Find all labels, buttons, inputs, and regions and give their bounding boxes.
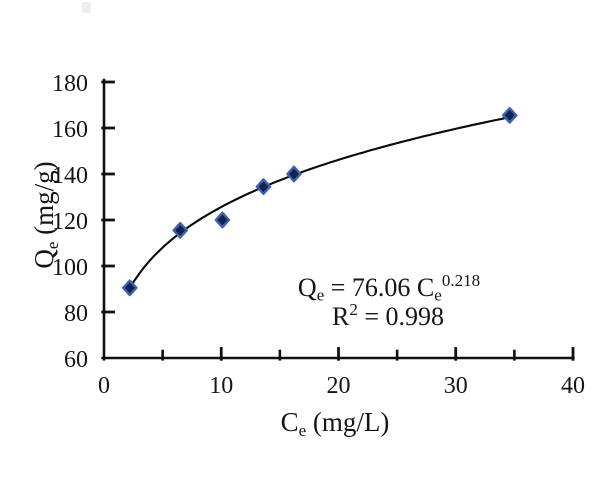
data-point [255, 178, 272, 196]
y-tick-label: 120 [52, 209, 88, 235]
equation-line2: R2 = 0.998 [332, 300, 444, 331]
y-axis-title-part: Q [29, 249, 59, 269]
x-tick-label: 10 [209, 373, 233, 399]
equation-line1: Qe = 76.06 Ce0.218 [298, 271, 480, 305]
y-axis-title-part: (mg/g) [29, 161, 59, 241]
equation-line1-part: Q [298, 273, 317, 302]
fit-curve [128, 116, 510, 289]
equation-line1-part: 0.218 [442, 271, 480, 290]
x-tick-label: 40 [561, 373, 585, 399]
data-point [121, 279, 138, 297]
equation-line2-part: = 0.998 [358, 302, 444, 331]
stray-artifact-mark [82, 2, 91, 13]
x-axis-title-part: (mg/L) [306, 407, 389, 437]
y-axis-title-part: e [43, 242, 62, 250]
y-tick-label: 100 [52, 255, 88, 281]
y-axis-title: Qe (mg/g) [29, 161, 62, 268]
x-tick-label: 30 [444, 373, 468, 399]
data-point [286, 165, 302, 183]
equation-line1-part: = 76.06 C [324, 273, 434, 302]
y-tick-label: 180 [52, 71, 88, 97]
y-tick-label: 80 [64, 301, 88, 327]
x-axis-title: Ce (mg/L) [281, 407, 390, 440]
x-axis-title-part: e [299, 421, 307, 440]
equation-line2-part: R [332, 302, 350, 331]
equation-line1-part: e [434, 286, 442, 305]
equation-line2-part: 2 [349, 300, 358, 319]
x-axis-title-part: C [281, 407, 299, 437]
equation-line1-part: e [317, 286, 325, 305]
data-point [172, 221, 189, 239]
axes [101, 78, 575, 361]
x-tick-label: 20 [327, 373, 351, 399]
x-tick-label: 0 [98, 373, 110, 399]
y-tick-label: 60 [64, 347, 88, 373]
data-point [501, 106, 518, 124]
data-point [214, 211, 231, 229]
data-series [121, 106, 518, 297]
y-tick-label: 160 [52, 117, 88, 143]
y-tick-label: 140 [52, 163, 88, 189]
